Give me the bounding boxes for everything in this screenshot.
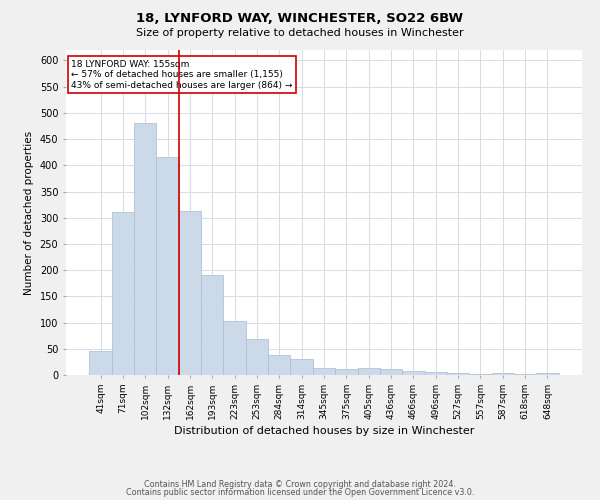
Bar (223, 321, 246, 375)
Bar (179, 211, 201, 375)
Y-axis label: Number of detached properties: Number of detached properties (24, 130, 34, 294)
Text: 18 LYNFORD WAY: 155sqm
← 57% of detached houses are smaller (1,155)
43% of semi-: 18 LYNFORD WAY: 155sqm ← 57% of detached… (71, 60, 293, 90)
Bar (246, 339, 268, 375)
Bar (358, 368, 380, 375)
Bar (290, 359, 313, 375)
X-axis label: Distribution of detached houses by size in Winchester: Distribution of detached houses by size … (174, 426, 474, 436)
Text: Contains HM Land Registry data © Crown copyright and database right 2024.: Contains HM Land Registry data © Crown c… (144, 480, 456, 489)
Bar (402, 371, 425, 375)
Text: Size of property relative to detached houses in Winchester: Size of property relative to detached ho… (136, 28, 464, 38)
Bar (89, 351, 112, 375)
Bar (380, 368, 402, 375)
Text: Contains public sector information licensed under the Open Government Licence v3: Contains public sector information licen… (126, 488, 474, 497)
Bar (134, 124, 157, 375)
Bar (469, 374, 491, 375)
Bar (425, 372, 447, 375)
Bar (201, 276, 223, 375)
Bar (268, 355, 290, 375)
Bar (112, 212, 134, 375)
Bar (491, 373, 514, 375)
Bar (313, 368, 335, 375)
Bar (335, 369, 358, 375)
Bar (514, 374, 536, 375)
Bar (157, 158, 179, 375)
Bar (536, 373, 559, 375)
Text: 18, LYNFORD WAY, WINCHESTER, SO22 6BW: 18, LYNFORD WAY, WINCHESTER, SO22 6BW (136, 12, 464, 26)
Bar (447, 373, 469, 375)
